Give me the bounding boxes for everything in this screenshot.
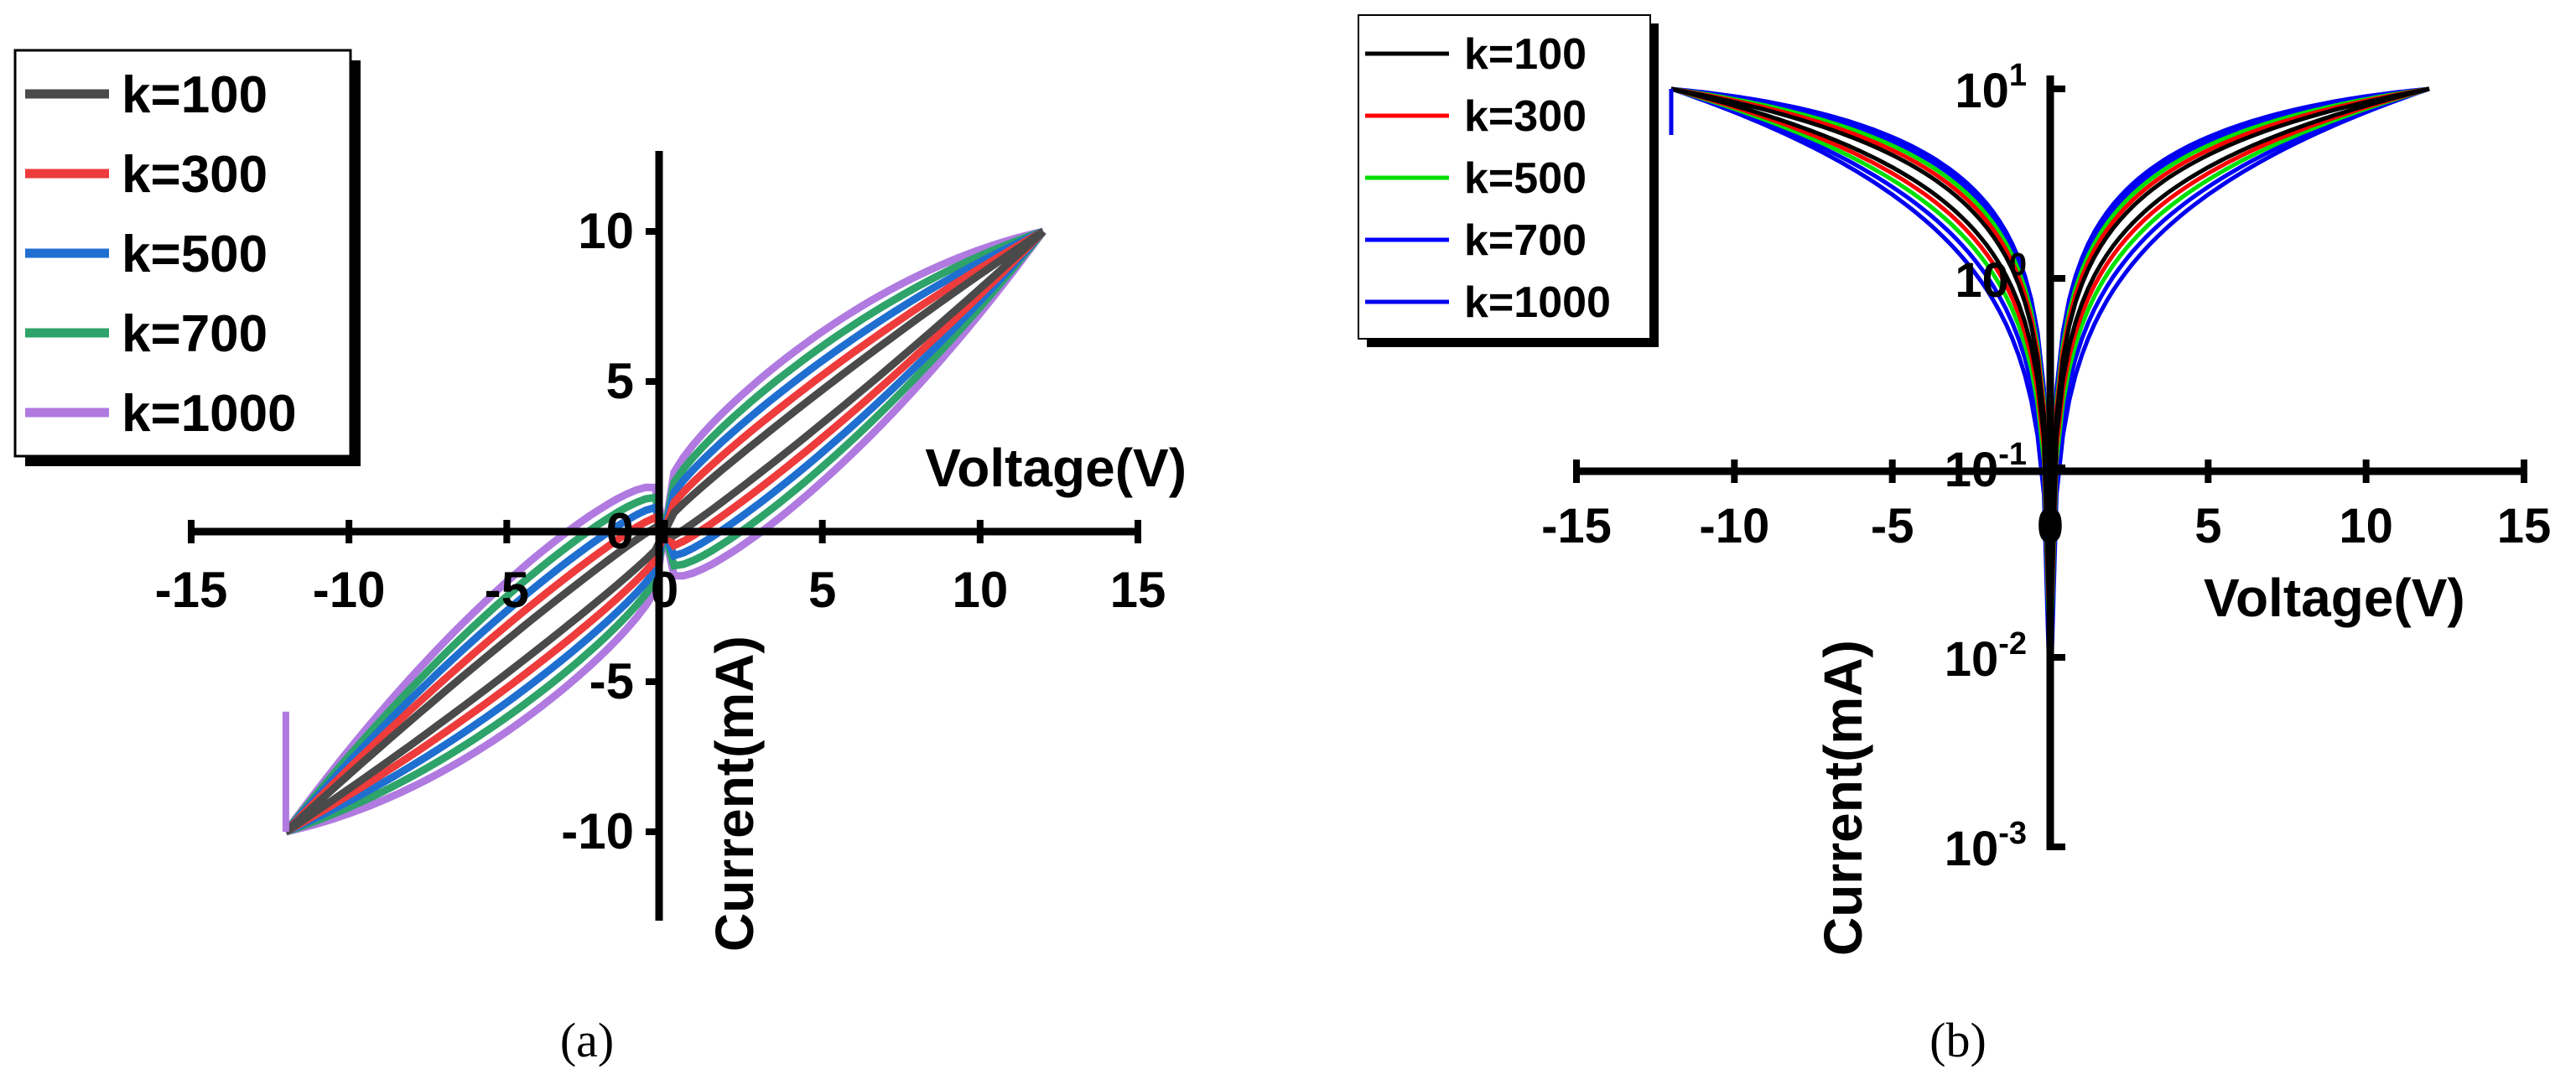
b-y-tick-label: 101 bbox=[1955, 58, 2027, 118]
b-legend-label-k=100: k=100 bbox=[1464, 30, 1587, 79]
a-y-tick-label: -10 bbox=[561, 803, 634, 859]
a-x-tick-label: -5 bbox=[485, 562, 529, 618]
b-x-tick-label: 15 bbox=[2497, 499, 2552, 553]
b-legend-label-k=1000: k=1000 bbox=[1464, 278, 1611, 327]
a-x-tick-label: -10 bbox=[313, 562, 386, 618]
b-x-tick-label: 0 bbox=[2037, 499, 2064, 553]
a-x-tick-label: 10 bbox=[952, 562, 1008, 618]
b-series-line-k=100 bbox=[1670, 86, 2052, 606]
b-y-axis-label: Current(mA) bbox=[1813, 640, 1873, 956]
b-x-tick-label: 5 bbox=[2194, 499, 2221, 553]
b-x-tick-label: -10 bbox=[1699, 499, 1769, 553]
b-legend-label-k=300: k=300 bbox=[1464, 92, 1587, 141]
a-legend-label-k=300: k=300 bbox=[122, 146, 267, 204]
b-x-tick-label: -5 bbox=[1871, 499, 1914, 553]
b-series-line-k=1000 bbox=[1670, 86, 2052, 686]
b-y-tick-label: 10-1 bbox=[1945, 437, 2027, 497]
a-y-tick-label: 10 bbox=[578, 203, 634, 259]
b-x-axis-label: Voltage(V) bbox=[2204, 568, 2465, 628]
a-caption: (a) bbox=[560, 1013, 614, 1067]
a-y-tick-label: 0 bbox=[606, 503, 634, 559]
a-y-axis-label: Current(mA) bbox=[704, 636, 765, 952]
b-series-line-k=100 bbox=[2049, 86, 2430, 606]
panel-a: -15 -10 -5 0 5 10 15 10 5 0 -5 -10 Voltage(V) Curre… bbox=[13, 49, 1187, 1067]
panel-b: -15 -10 -5 0 5 10 15 101 100 10-1 10-2 10-3 Voltage… bbox=[1358, 14, 2551, 1067]
a-x-tick-label: 15 bbox=[1110, 562, 1166, 618]
b-series-line-k=100 bbox=[1670, 86, 2052, 627]
a-y-tick-label: 5 bbox=[606, 353, 634, 409]
a-legend-label-k=1000: k=1000 bbox=[122, 385, 297, 443]
a-tick-labels: -15 -10 -5 0 5 10 15 10 5 0 -5 -10 bbox=[155, 203, 1166, 859]
b-legend: k=100 k=300 k=500 k=700 k=1000 bbox=[1358, 14, 1659, 347]
b-y-tick-label: 100 bbox=[1955, 247, 2027, 308]
a-x-tick-label: -15 bbox=[155, 562, 228, 618]
a-y-tick-label: -5 bbox=[589, 653, 634, 709]
b-series-line-k=300 bbox=[1670, 86, 2052, 638]
b-y-tick-label: 10-3 bbox=[1945, 816, 2027, 876]
a-legend-label-k=500: k=500 bbox=[122, 226, 267, 283]
a-legend: k=100 k=300 k=500 k=700 k=1000 bbox=[13, 49, 361, 466]
a-axes bbox=[188, 151, 1141, 921]
a-legend-label-k=100: k=100 bbox=[122, 66, 267, 124]
a-legend-label-k=700: k=700 bbox=[122, 305, 267, 363]
b-caption: (b) bbox=[1929, 1013, 1987, 1067]
b-series-line-k=300 bbox=[2049, 86, 2430, 638]
b-y-tick-label: 10-2 bbox=[1945, 626, 2027, 687]
a-x-axis-label: Voltage(V) bbox=[925, 438, 1187, 498]
b-x-tick-label: -15 bbox=[1541, 499, 1612, 553]
b-axes bbox=[1573, 75, 2527, 850]
a-x-tick-label: 5 bbox=[808, 562, 836, 618]
b-legend-label-k=500: k=500 bbox=[1464, 154, 1587, 203]
b-x-tick-label: 10 bbox=[2339, 499, 2393, 553]
b-legend-label-k=700: k=700 bbox=[1464, 216, 1587, 265]
b-tick-labels: -15 -10 -5 0 5 10 15 101 100 10-1 10-2 10-3 bbox=[1541, 58, 2551, 876]
a-x-tick-label: 0 bbox=[651, 562, 678, 618]
b-series-line-k=100 bbox=[2049, 86, 2430, 627]
